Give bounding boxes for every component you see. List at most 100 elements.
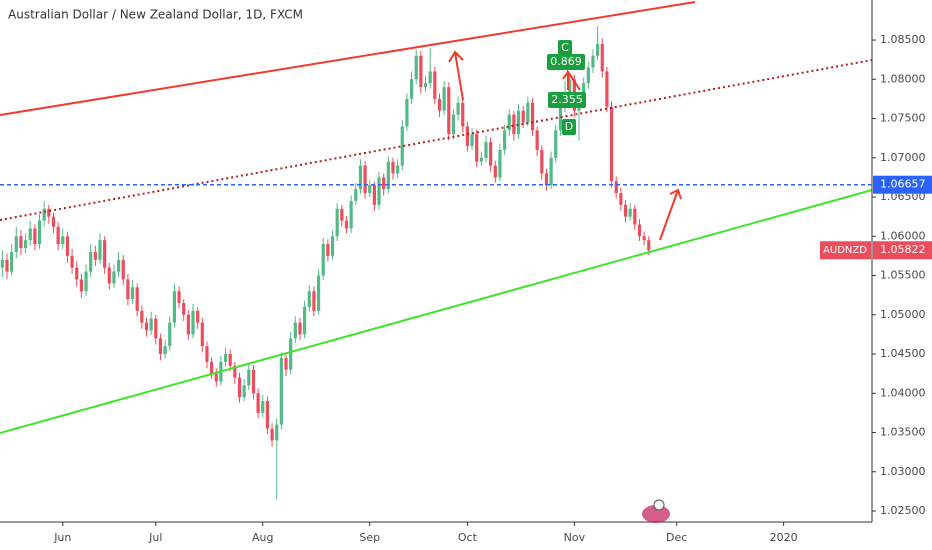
candle-body (423, 83, 428, 88)
arrow (562, 68, 581, 91)
candle-body (10, 251, 14, 272)
candle-body (47, 208, 51, 217)
candle-body (633, 208, 637, 225)
candle-body (307, 291, 311, 307)
candle-body (507, 114, 511, 131)
candle-body (265, 401, 270, 429)
candle-body (33, 228, 37, 245)
candle-body (121, 259, 125, 280)
y-tick-label: 1.03000 (880, 465, 926, 478)
candle-body (544, 173, 549, 186)
candle-body (647, 240, 651, 251)
candle-body (396, 165, 400, 174)
candle-body (228, 354, 232, 366)
candle-body (130, 287, 135, 300)
x-tick-label: Jun (53, 531, 71, 544)
annotation-box (547, 54, 585, 70)
candle-body (103, 240, 107, 268)
annotation-label: 2.355 (551, 93, 583, 106)
candle-body (135, 287, 139, 311)
candle-body (521, 110, 525, 123)
candle-body (5, 259, 9, 272)
candle-body (14, 236, 18, 252)
candle-body (65, 236, 70, 256)
candle-body (377, 177, 381, 205)
candle-body (284, 357, 288, 370)
x-tick-label: Nov (564, 531, 586, 544)
candle-body (502, 130, 507, 150)
annotation-box (558, 40, 572, 56)
candle-body (196, 310, 200, 323)
candle-body (465, 126, 469, 147)
candle-body (270, 428, 274, 441)
chart-title: Australian Dollar / New Zealand Dollar, … (8, 8, 303, 22)
annotation-label: D (565, 120, 573, 133)
annotation-label: 0.869 (550, 55, 582, 68)
x-tick-label: 2020 (770, 531, 798, 544)
candle-body (163, 346, 167, 355)
candle-body (447, 87, 451, 135)
candle-body (516, 110, 521, 135)
candle-body (512, 114, 516, 135)
candle-body (298, 322, 302, 335)
candle-body (330, 236, 335, 256)
candle-body (256, 393, 260, 413)
candle-body (223, 354, 228, 362)
candle-body (75, 267, 79, 280)
y-tick-label: 1.04500 (880, 347, 926, 360)
candle-body (498, 149, 502, 178)
candle-body (623, 204, 628, 217)
candle-body (451, 114, 456, 135)
candle-body (405, 98, 409, 127)
x-tick-label: Jul (148, 531, 162, 544)
candle-body (428, 71, 432, 84)
trend-line-lower (0, 189, 873, 434)
candle-body (368, 185, 372, 194)
y-tick-label: 1.02500 (880, 504, 926, 517)
y-tick-label: 1.04000 (880, 386, 926, 399)
candle-body (493, 165, 497, 178)
candle-body (340, 208, 344, 221)
symbol-tag (820, 241, 871, 260)
x-tick-label: Sep (359, 531, 380, 544)
candle-body (154, 318, 158, 339)
arrow (659, 188, 682, 241)
candle-body (535, 130, 539, 150)
candle-body (23, 240, 28, 249)
trend-line-upper (0, 1, 696, 116)
candle-body (414, 55, 418, 80)
candle-body (149, 318, 153, 331)
icon (642, 505, 670, 523)
candle-body (530, 102, 535, 131)
last-price-label: 1.05822 (880, 243, 926, 256)
candle-body (177, 291, 181, 303)
x-tick-label: Dec (666, 531, 687, 544)
candle-body (628, 208, 632, 217)
candle-body (37, 220, 42, 245)
candle-body (247, 369, 251, 386)
candle-body (237, 377, 242, 398)
candle-body (261, 401, 265, 413)
candle-body (470, 134, 474, 147)
price-tag-label: 1.06657 (880, 178, 926, 191)
candle-body (84, 271, 88, 292)
candle-body (93, 251, 97, 260)
candle-body (182, 302, 186, 315)
candle-body (89, 251, 93, 272)
candle-body (409, 79, 414, 99)
candle-body (358, 165, 363, 190)
candle-body (400, 126, 404, 166)
candle-body (172, 291, 176, 323)
y-tick-label: 1.05000 (880, 308, 926, 321)
y-tick-label: 1.03500 (880, 426, 926, 439)
candle-body (554, 130, 558, 158)
candle-body (489, 142, 493, 166)
candle-body (391, 161, 395, 174)
candle-body (279, 357, 283, 425)
candle-body (586, 67, 590, 84)
candle-body (614, 181, 618, 194)
candle-body (321, 244, 325, 276)
symbol-label: AUDNZD (823, 245, 867, 256)
candle-body (233, 365, 237, 378)
